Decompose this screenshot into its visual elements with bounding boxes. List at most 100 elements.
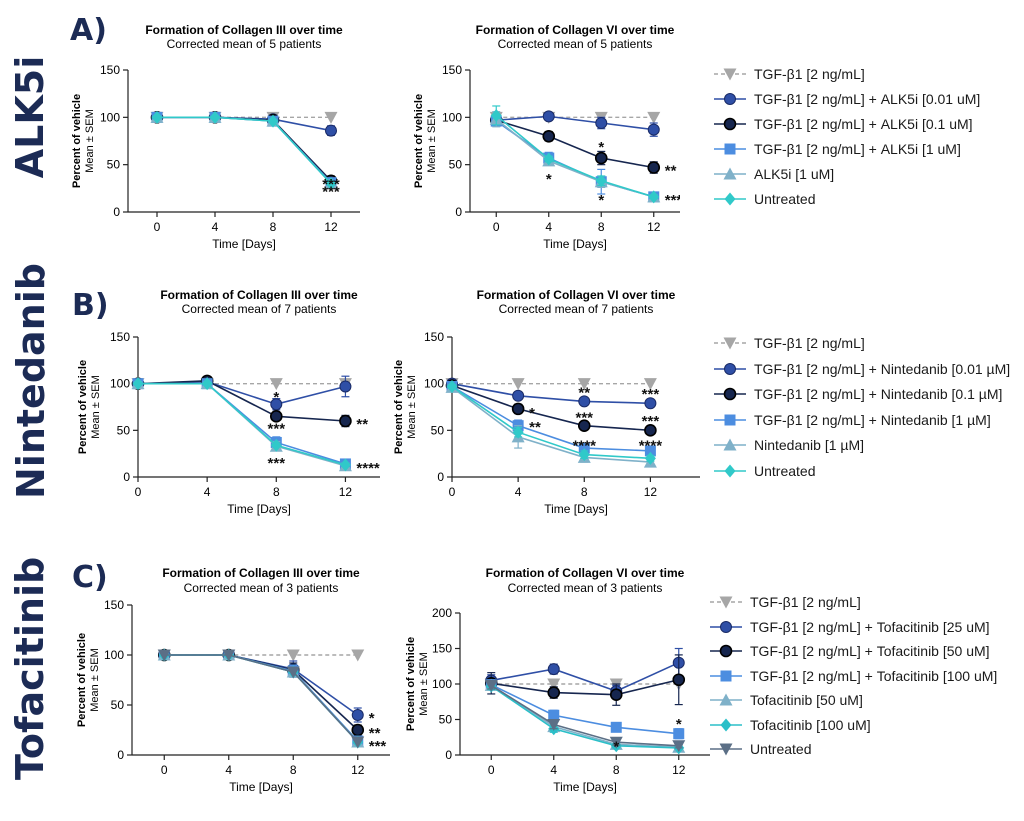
data-point xyxy=(511,378,525,391)
legend-swatch xyxy=(710,693,742,706)
data-point xyxy=(324,111,338,124)
y-axis-sublabel: Mean ± SEM xyxy=(426,109,438,173)
series-line-4 xyxy=(490,684,679,748)
significance-label: * xyxy=(613,739,619,756)
x-tick-label: 0 xyxy=(488,763,495,777)
data-point xyxy=(672,673,686,687)
y-tick-label: 50 xyxy=(449,158,463,172)
legend-marker xyxy=(724,93,736,105)
significance-label: * xyxy=(273,389,279,406)
series-line-3 xyxy=(157,116,332,184)
data-point xyxy=(351,736,365,749)
data-point xyxy=(286,649,300,662)
data-point xyxy=(512,425,524,439)
series-line-4 xyxy=(495,118,654,198)
y-tick-label: 50 xyxy=(439,713,453,727)
chart-collagen3-alk5i: Formation of Collagen III over timeCorre… xyxy=(71,23,360,251)
chart-subtitle: Corrected mean of 5 patients xyxy=(498,37,653,51)
data-point xyxy=(351,709,364,721)
data-point xyxy=(269,410,283,423)
chart-collagen6-tofacitinib: Formation of Collagen VI over timeCorrec… xyxy=(405,566,710,794)
series-line-3 xyxy=(451,385,651,452)
x-tick-label: 0 xyxy=(154,220,161,234)
x-axis-label: Time [Days] xyxy=(543,237,607,251)
data-point xyxy=(644,445,656,457)
legend-swatch xyxy=(710,620,742,633)
legend-swatch xyxy=(714,192,746,206)
data-point xyxy=(547,678,561,691)
series-line-2 xyxy=(157,116,332,182)
significance-label: *** xyxy=(642,386,660,403)
data-point xyxy=(595,117,608,130)
x-axis-label: Time [Days] xyxy=(212,237,276,251)
legend-swatch xyxy=(714,117,746,131)
y-tick-label: 100 xyxy=(110,377,130,391)
legend-swatch xyxy=(714,414,746,425)
legend-label: TGF-β1 [2 ng/mL] + Tofacitinib [50 uM] xyxy=(750,643,990,659)
legend-swatch xyxy=(714,438,746,451)
legend-label: ALK5i [1 uM] xyxy=(754,166,835,182)
significance-label: *** xyxy=(322,176,340,193)
y-tick-label: 100 xyxy=(432,677,452,691)
legend-label: Nintedanib [1 µM] xyxy=(754,437,865,453)
legend-swatch xyxy=(710,718,742,731)
legend-swatch xyxy=(710,644,742,658)
chart-collagen6-alk5i: Formation of Collagen VI over timeCorrec… xyxy=(413,23,680,251)
data-point xyxy=(484,679,498,692)
legend-label: TGF-β1 [2 ng/mL] xyxy=(754,335,865,351)
chart-subtitle: Corrected mean of 3 patients xyxy=(184,581,339,595)
legend-label: Untreated xyxy=(754,191,816,207)
data-point xyxy=(339,458,351,472)
data-point xyxy=(577,378,591,391)
series-line-5 xyxy=(164,654,359,743)
legend-label: TGF-β1 [2 ng/mL] + ALK5i [0.1 uM] xyxy=(754,116,973,132)
data-point xyxy=(543,152,555,166)
legend-swatch xyxy=(710,670,742,681)
x-axis-label: Time [Days] xyxy=(553,780,617,794)
legend-marker xyxy=(720,670,732,681)
x-tick-label: 8 xyxy=(273,485,280,499)
data-point xyxy=(547,686,561,699)
legend-label: TGF-β1 [2 ng/mL] + ALK5i [1 uM] xyxy=(754,141,961,157)
x-tick-label: 12 xyxy=(647,220,661,234)
y-axis-label: Percent of vehicle xyxy=(76,633,88,727)
chart-title: Formation of Collagen III over time xyxy=(162,566,360,580)
y-tick-label: 0 xyxy=(455,205,462,219)
legend-label: TGF-β1 [2 ng/mL] xyxy=(750,594,861,610)
data-point xyxy=(578,395,591,408)
series-line-3 xyxy=(490,683,679,735)
series-line-5 xyxy=(495,114,654,198)
significance-label: *** xyxy=(369,738,387,755)
data-point xyxy=(594,151,608,165)
y-tick-label: 100 xyxy=(424,377,444,391)
data-point xyxy=(644,424,657,437)
data-point xyxy=(339,380,352,393)
data-point xyxy=(643,378,657,391)
data-point xyxy=(339,414,352,428)
data-point xyxy=(648,190,660,204)
legend-marker xyxy=(719,693,733,706)
data-point xyxy=(286,666,300,679)
chart-title: Formation of Collagen III over time xyxy=(160,288,358,302)
y-tick-label: 50 xyxy=(431,423,445,437)
data-point xyxy=(595,174,607,188)
x-tick-label: 12 xyxy=(351,763,365,777)
legend-marker xyxy=(723,438,737,451)
chart-subtitle: Corrected mean of 7 patients xyxy=(499,302,654,316)
data-point xyxy=(647,123,660,136)
section-label-b: B) xyxy=(72,288,109,323)
chart-collagen6-nintedanib: Formation of Collagen VI over timeCorrec… xyxy=(393,288,700,516)
legend-marker xyxy=(723,167,737,180)
series-line-1 xyxy=(137,380,346,406)
y-tick-label: 100 xyxy=(104,648,124,662)
legend-marker xyxy=(724,414,736,425)
y-tick-label: 50 xyxy=(107,158,121,172)
y-axis-sublabel: Mean ± SEM xyxy=(89,648,101,712)
data-point xyxy=(547,663,560,676)
section-label-c: C) xyxy=(72,560,108,595)
significance-label: * xyxy=(369,710,375,727)
series-line-3 xyxy=(495,120,654,198)
y-tick-label: 0 xyxy=(445,748,452,762)
chart-title: Formation of Collagen VI over time xyxy=(476,23,675,37)
legend-swatch xyxy=(714,68,746,81)
